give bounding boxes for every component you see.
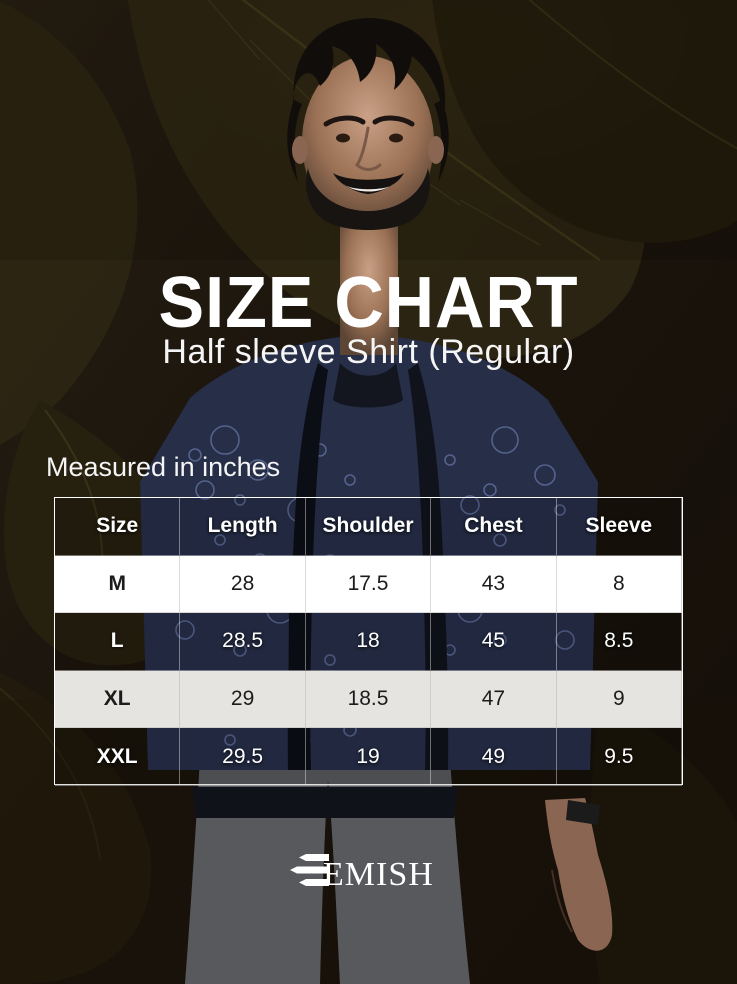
svg-text:EMISH: EMISH bbox=[323, 856, 434, 893]
